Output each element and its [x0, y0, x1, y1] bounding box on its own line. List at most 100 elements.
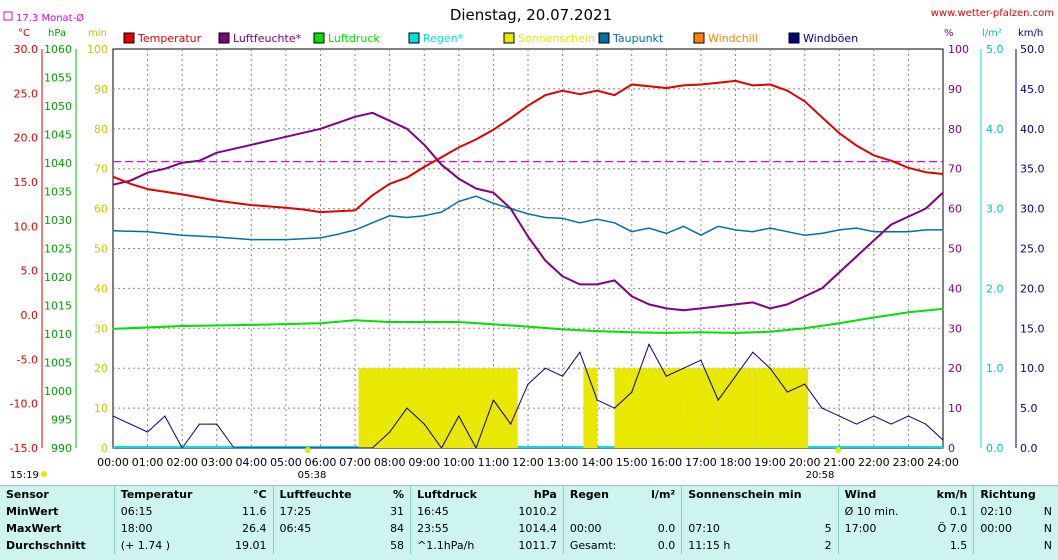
series-temperatur-point	[752, 84, 754, 86]
series-windboeen-point	[129, 423, 131, 425]
series-temperatur-point	[942, 173, 944, 175]
chart-axes: 30.0 25.0 20.0 15.0 10.0 5.0 0.0 -5.0 -10.0 -15.0…	[10, 43, 1045, 469]
series-taupunkt-point	[354, 229, 356, 231]
x-tick-label: 19:00	[754, 456, 786, 469]
series-luftfeuchte-point	[112, 184, 114, 186]
monthly-avg-marker	[3, 11, 13, 21]
hdr-wind: Wind	[837, 486, 921, 503]
pressure-tick-label: 1035	[44, 186, 72, 199]
percent-tick-label: 80	[948, 123, 962, 136]
minutes-tick-label: 30	[94, 322, 108, 335]
series-luftfeuchte-point	[475, 188, 477, 190]
hdr-temperatur: Temperatur	[113, 486, 219, 503]
series-temperatur-point	[164, 191, 166, 193]
stats-table: Sensor Temperatur °C Luftfeuchte % Luftd…	[0, 486, 1058, 554]
sunshine-bar	[804, 368, 809, 448]
series-windboeen-point	[683, 367, 685, 369]
series-taupunkt-point	[544, 216, 546, 219]
series-windboeen-point	[838, 415, 840, 417]
series-windboeen-point	[804, 383, 806, 385]
temp-tick-label: -10.0	[10, 398, 38, 411]
series-temperatur-point	[250, 204, 252, 206]
x-tick-label: 21:00	[823, 456, 855, 469]
sunrise-label: 05:38	[298, 470, 327, 481]
weather-chart: Dienstag, 20.07.2021 www.wetter-pfalzen.…	[3, 6, 1054, 481]
percent-tick-label: 40	[948, 282, 962, 295]
stats-row: Durchschnitt (+ 1.74 ) 19.01 58 ^1.1hPa/h 101…	[0, 537, 1058, 554]
sunset-icon	[835, 447, 842, 453]
legend-label: Temperatur	[137, 32, 202, 45]
unit-percent: %	[944, 28, 954, 39]
stats-cell-press-time: 16:45	[410, 503, 501, 520]
series-windboeen-point	[890, 423, 892, 425]
hdr-luftfeuchte: Luftfeuchte	[272, 486, 378, 503]
series-luftfeuchte-point	[527, 235, 529, 238]
x-tick-label: 05:00	[270, 456, 302, 469]
x-tick-label: 04:00	[235, 456, 267, 469]
stats-cell-dir-val: N	[1043, 522, 1052, 535]
minutes-tick-label: 0	[101, 442, 108, 455]
series-taupunkt-point	[942, 229, 944, 231]
hdr-druck-unit: hPa	[533, 488, 557, 501]
stats-cell-rain-time: Gesamt:	[562, 537, 637, 554]
percent-tick-label: 10	[948, 402, 962, 415]
series-windboeen-point	[458, 415, 460, 417]
series-taupunkt-point	[596, 218, 598, 220]
series-luftdruck-point	[804, 327, 806, 329]
percent-tick-label: 0	[948, 442, 955, 455]
temp-tick-label: 5.0	[21, 265, 39, 278]
stats-row: MaxWert 18:00 26.4 06:45 84 23:55 1014.4 00:00 0…	[0, 520, 1058, 537]
rain-tick-label: 5.0	[986, 43, 1004, 56]
stats-cell-wind-time: Ø 10 min.	[837, 503, 921, 520]
series-temperatur-point	[302, 208, 304, 211]
stats-cell-dir-time: 02:10	[973, 503, 1032, 520]
series-windboeen-point	[198, 423, 201, 425]
hdr-sensor: Sensor	[6, 488, 49, 501]
unit-rain: l/m²	[982, 28, 1002, 39]
stats-cell-label: Durchschnitt	[6, 539, 86, 552]
pressure-tick-label: 1005	[44, 357, 72, 370]
stats-cell-temp-time: 18:00	[113, 520, 219, 537]
sunshine-bar	[718, 368, 736, 448]
stats-cell-label: MaxWert	[6, 522, 62, 535]
stats-cell-press-time: ^1.1hPa/h	[410, 537, 501, 554]
stats-cell-sun-val: 2	[824, 539, 832, 552]
x-tick-label: 24:00	[927, 456, 959, 469]
time-label: 15:19	[10, 470, 39, 481]
minutes-tick-label: 70	[94, 163, 108, 176]
series-taupunkt-point	[423, 215, 425, 217]
stats-cell-hum-val: 84	[390, 522, 405, 535]
stats-cell-press-time: 23:55	[410, 520, 501, 537]
series-luftdruck-point	[769, 331, 771, 333]
stats-cell-sun-val	[797, 503, 838, 520]
stats-cell-temp-val: 19.01	[235, 539, 267, 552]
series-taupunkt-point	[769, 227, 771, 229]
x-tick-label: 13:00	[547, 456, 579, 469]
site-link[interactable]: www.wetter-pfalzen.com	[931, 8, 1054, 19]
series-luftfeuchte-point	[855, 255, 858, 258]
rain-tick-label: 4.0	[986, 123, 1004, 136]
unit-min: min	[88, 28, 107, 39]
hdr-feuchte-unit: %	[393, 488, 405, 501]
pressure-tick-label: 990	[51, 442, 72, 455]
series-luftfeuchte-point	[354, 116, 356, 118]
series-temperatur-point	[579, 93, 581, 95]
legend-label: Taupunkt	[612, 32, 664, 45]
series-temperatur-point	[838, 132, 840, 134]
legend-swatch	[408, 32, 420, 44]
minutes-tick-label: 50	[94, 243, 108, 256]
series-luftfeuchte-point	[579, 283, 581, 286]
legend-swatch	[788, 32, 800, 44]
series-luftfeuchte-point	[717, 305, 719, 307]
x-tick-label: 16:00	[650, 456, 682, 469]
temp-tick-label: 25.0	[14, 87, 39, 100]
legend-label: Luftdruck	[328, 32, 380, 45]
stats-cell-press-val: 1014.4	[518, 522, 557, 535]
series-luftfeuchte-point	[458, 178, 460, 180]
sunshine-bar	[666, 368, 684, 448]
legend-swatch	[313, 32, 325, 44]
series-luftfeuchte-point	[337, 122, 339, 124]
unit-hpa: hPa	[48, 28, 66, 39]
wind-tick-label: 0.0	[1020, 442, 1038, 455]
series-taupunkt-point	[648, 227, 650, 229]
